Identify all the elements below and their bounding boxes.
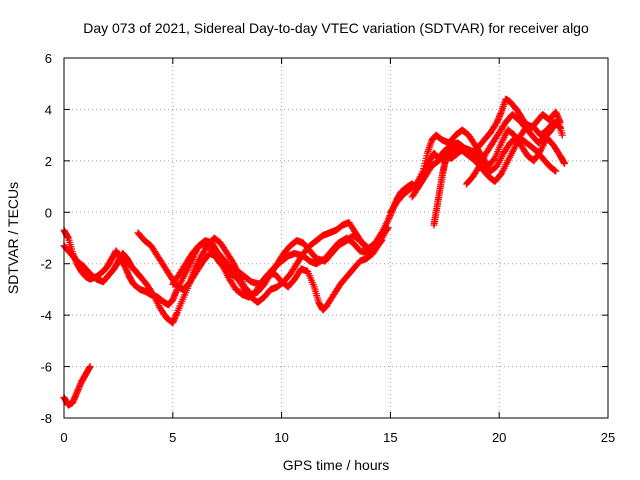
x-tick-label: 10 [274, 430, 288, 445]
series-track-f [378, 95, 564, 237]
y-tick-label: 2 [45, 154, 52, 169]
y-tick-label: 6 [45, 51, 52, 66]
data-point-marker [558, 131, 566, 139]
chart-title: Day 073 of 2021, Sidereal Day-to-day VTE… [83, 20, 589, 36]
x-tick-label: 15 [383, 430, 397, 445]
data-point-marker [552, 167, 560, 175]
data-point-marker [377, 238, 385, 246]
data-point-marker [560, 159, 568, 167]
x-axis-label: GPS time / hours [283, 457, 390, 473]
series-track-g [386, 126, 568, 216]
y-tick-label: 0 [45, 205, 52, 220]
data-points [60, 95, 568, 409]
series-track-i [430, 118, 564, 229]
series-track-e [169, 219, 386, 306]
plot-frame [63, 57, 609, 419]
data-point-marker [551, 166, 559, 174]
y-axis-label: SDTVAR / TECUs [5, 182, 21, 294]
y-tick-label: -8 [40, 411, 52, 426]
x-tick-label: 5 [169, 430, 176, 445]
y-tick-label: -4 [40, 308, 52, 323]
y-tick-label: 4 [45, 102, 52, 117]
axis-ticks: 0 5 10 15 20 25 -8 -6 -4 -2 0 2 4 6 [40, 51, 615, 445]
series-track-j [463, 111, 566, 188]
series-track-a [60, 363, 94, 409]
series-track-h [408, 134, 560, 201]
y-tick-label: -2 [40, 257, 52, 272]
data-point-marker [86, 363, 94, 371]
x-tick-label: 25 [601, 430, 615, 445]
x-tick-label: 20 [492, 430, 506, 445]
y-tick-label: -6 [40, 360, 52, 375]
data-point-marker [378, 237, 386, 245]
x-tick-label: 0 [60, 430, 67, 445]
